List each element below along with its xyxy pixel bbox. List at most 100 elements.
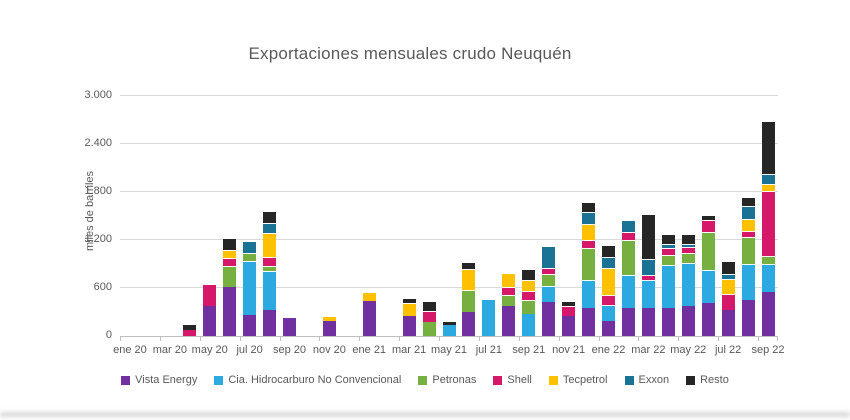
bar-segment-petronas: [681, 252, 695, 263]
bar-segment-resto: [681, 234, 695, 244]
legend-swatch: [493, 375, 503, 385]
bar-segment-cia-hidrocarburo-no-convencional: [761, 264, 775, 293]
bar-segment-shell: [641, 275, 655, 280]
bar-segment-shell: [661, 247, 675, 255]
y-tick-label: 3.000: [84, 89, 112, 101]
legend-item-resto: Resto: [686, 374, 729, 386]
bar-segment-exxon: [741, 205, 755, 219]
bar-segment-vista-energy: [462, 311, 476, 336]
gridline: [120, 95, 778, 96]
bar-segment-petronas: [462, 290, 476, 312]
legend-item-shell: Shell: [493, 374, 532, 386]
bar-segment-cia-hidrocarburo-no-convencional: [442, 324, 456, 336]
bar-segment-exxon: [641, 258, 655, 275]
bar-segment-resto: [422, 301, 436, 311]
x-axis-tick: [598, 337, 600, 341]
bar-jul-22: [721, 261, 735, 336]
bar-feb-22: [621, 220, 635, 336]
x-tick-label: sep 22: [751, 344, 785, 356]
y-tick-label: 600: [93, 281, 112, 293]
legend-item-tecpetrol: Tecpetrol: [548, 374, 608, 386]
x-axis-tick: [159, 337, 161, 341]
bar-segment-petronas: [502, 294, 516, 307]
chart-title: Exportaciones mensuales crudo Neuquén: [248, 44, 572, 63]
legend-label: Exxon: [638, 374, 670, 386]
bar-segment-shell: [582, 240, 596, 249]
legend-swatch: [121, 375, 131, 385]
bar-segment-tecpetrol: [462, 268, 476, 291]
y-axis-title: miles de barriles: [84, 170, 96, 252]
bar-segment-tecpetrol: [582, 223, 596, 241]
bar-segment-tecpetrol: [602, 268, 615, 295]
bar-segment-shell: [562, 306, 576, 316]
x-tick-label: ene 20: [113, 344, 147, 356]
x-tick-label: nov 21: [552, 344, 586, 356]
bar-ene-22: [602, 245, 615, 336]
bar-segment-resto: [582, 202, 596, 213]
x-tick-label: ene 21: [352, 344, 387, 356]
x-tick-label: may 21: [430, 344, 468, 356]
x-axis-tick: [199, 337, 201, 341]
bar-nov-21: [562, 301, 576, 336]
bar-segment-cia-hidrocarburo-no-convencional: [522, 314, 536, 336]
bar-segment-vista-energy: [582, 308, 596, 336]
bar-segment-vista-energy: [402, 316, 416, 336]
bar-segment-petronas: [243, 252, 257, 261]
legend-label: Shell: [507, 374, 532, 386]
bar-sep-22: [761, 121, 775, 336]
bar-segment-resto: [562, 301, 576, 307]
bar-segment-tecpetrol: [502, 273, 516, 288]
bar-segment-exxon: [243, 241, 257, 253]
x-axis-tick: [678, 337, 680, 341]
bar-segment-exxon: [761, 173, 775, 184]
legend-swatch: [548, 375, 558, 385]
legend-swatch: [418, 375, 428, 385]
x-axis-tick: [558, 337, 560, 341]
bar-segment-cia-hidrocarburo-no-convencional: [482, 300, 496, 336]
bar-segment-resto: [661, 234, 675, 245]
legend-swatch: [624, 375, 634, 385]
bar-segment-vista-energy: [282, 318, 296, 336]
bar-segment-shell: [621, 231, 635, 240]
bar-segment-exxon: [602, 256, 615, 269]
legend-swatch: [686, 375, 696, 385]
legend-label: Resto: [700, 374, 729, 386]
bar-segment-vista-energy: [641, 307, 655, 336]
bar-jun-20: [223, 238, 237, 336]
y-tick-label: 2.400: [84, 137, 112, 149]
gridline: [120, 239, 778, 240]
x-tick-label: mar 20: [152, 344, 187, 356]
legend: Vista Energy Cia. Hidrocarburo No Convenc…: [0, 374, 850, 386]
bar-segment-exxon: [721, 274, 735, 279]
x-axis-tick: [239, 337, 241, 341]
bar-segment-cia-hidrocarburo-no-convencional: [661, 264, 675, 308]
bar-segment-vista-energy: [263, 310, 277, 336]
x-axis-tick: [399, 337, 401, 341]
bar-segment-vista-energy: [602, 321, 615, 336]
bar-segment-shell: [602, 294, 615, 305]
bar-jul-20: [243, 241, 257, 336]
bar-segment-petronas: [582, 248, 596, 280]
x-tick-label: nov 20: [312, 344, 346, 356]
bar-segment-vista-energy: [502, 306, 516, 336]
bar-segment-exxon: [542, 246, 556, 269]
bar-may-21: [442, 321, 456, 336]
x-tick-label: jul 22: [714, 344, 742, 356]
bar-segment-shell: [522, 291, 536, 300]
bar-abr-22: [661, 234, 675, 336]
x-axis-tick: [758, 337, 760, 341]
bar-segment-vista-energy: [721, 309, 735, 336]
x-axis-tick: [279, 337, 281, 341]
bar-segment-cia-hidrocarburo-no-convencional: [263, 270, 277, 311]
bar-abr-20: [183, 324, 197, 336]
bar-segment-tecpetrol: [263, 232, 277, 258]
bar-jun-22: [701, 214, 715, 336]
x-axis-tick: [718, 337, 720, 341]
bar-segment-petronas: [701, 232, 715, 271]
x-tick-label: may 20: [191, 344, 228, 356]
bar-segment-petronas: [522, 299, 536, 315]
bar-segment-vista-energy: [741, 300, 755, 336]
bar-segment-exxon: [681, 243, 695, 247]
bar-segment-shell: [422, 310, 436, 323]
